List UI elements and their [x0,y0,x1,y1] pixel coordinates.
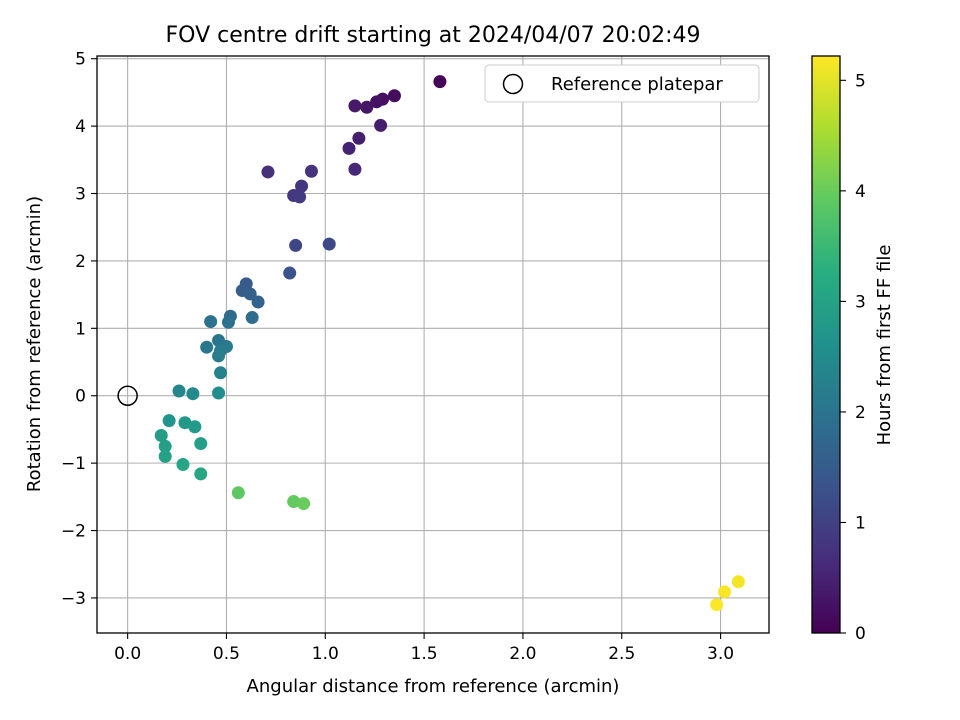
y-tick-label: −3 [61,589,86,609]
scatter-point [289,238,303,252]
scatter-point [158,439,172,453]
scatter-point [176,457,190,471]
colorbar-tick-label: 4 [855,182,866,202]
scatter-point [212,349,226,363]
y-axis-label: Rotation from reference (arcmin) [24,196,45,492]
chart-title: FOV centre drift starting at 2024/04/07 … [166,23,701,48]
x-axis-ticks: 0.0 0.5 1.0 1.5 2.0 2.5 3.0 [114,633,734,664]
y-tick-label: 3 [75,185,86,205]
scatter-point [348,99,362,113]
x-tick-label: 0.0 [114,644,141,664]
scatter-point [188,420,202,434]
colorbar-tick-label: 2 [855,403,866,423]
scatter-point [212,386,226,400]
y-tick-label: 2 [75,252,86,272]
scatter-point [261,165,275,179]
x-axis-label: Angular distance from reference (arcmin) [247,676,620,697]
scatter-point [214,366,228,380]
scatter-points [154,75,745,612]
scatter-point [231,486,245,500]
reference-point [117,385,138,406]
scatter-point [194,467,208,481]
y-tick-label: 0 [75,387,86,407]
scatter-point [293,190,307,204]
scatter-point [251,295,265,309]
legend-marker-reference [502,73,524,95]
colorbar-label: Hours from first FF file [874,245,895,446]
x-tick-label: 3.0 [707,644,734,664]
scatter-point [158,449,172,463]
scatter-point [370,95,384,109]
scatter-point [342,141,356,155]
scatter-point [718,585,732,599]
x-tick-label: 2.5 [608,644,635,664]
scatter-point [387,89,401,103]
scatter-point [374,118,388,132]
scatter-point [304,164,318,178]
scatter-point [283,266,297,280]
scatter-point [162,414,176,428]
plot-frame [96,55,770,634]
colorbar-ticks: 0 1 2 3 4 5 [840,71,866,644]
scatter-point [710,598,724,612]
scatter-point [322,237,336,251]
scatter-point [360,100,374,114]
scatter-point [731,575,745,589]
scatter-point [172,384,186,398]
scatter-point [154,428,168,442]
legend-box [484,64,760,103]
colorbar-gradient [811,55,841,634]
x-tick-label: 0.5 [213,644,240,664]
scatter-point [200,340,214,354]
scatter-point [348,162,362,176]
legend: Reference platepar [484,64,760,103]
y-axis-ticks: −3 −2 −1 0 1 2 3 4 5 [61,50,97,609]
scatter-point [245,311,259,325]
scatter-point [194,437,208,451]
x-tick-label: 1.5 [411,644,438,664]
scatter-point [433,75,447,89]
y-tick-label: 4 [75,117,86,137]
scatter-point [221,315,235,329]
legend-label-reference: Reference platepar [551,74,723,95]
y-tick-label: −2 [61,522,86,542]
colorbar-tick-label: 1 [855,513,866,533]
colorbar-tick-label: 0 [855,624,866,644]
colorbar: 0 1 2 3 4 5 Hours from first FF file [811,55,895,644]
y-tick-label: 1 [75,319,86,339]
x-tick-label: 1.0 [312,644,339,664]
plot-area [97,56,769,633]
scatter-point [297,497,311,511]
x-tick-label: 2.0 [509,644,536,664]
scatter-point [186,387,200,401]
reference-point-group [117,385,138,406]
scatter-point [287,495,301,509]
scatter-point [352,131,366,145]
colorbar-tick-label: 3 [855,292,866,312]
scatter-point [295,179,309,193]
y-tick-label: −1 [61,454,86,474]
scatter-point [204,315,218,329]
scatter-point [243,287,257,301]
y-tick-label: 5 [75,50,86,70]
scatter-point [178,416,192,430]
colorbar-tick-label: 5 [855,71,866,91]
grid-lines [97,56,769,633]
